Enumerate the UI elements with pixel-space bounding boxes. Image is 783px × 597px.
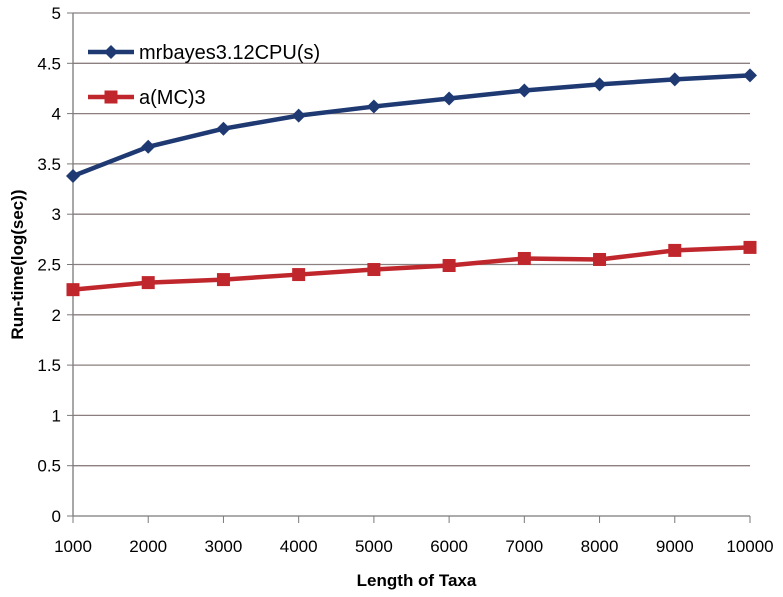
x-tick-label: 9000 bbox=[656, 537, 694, 556]
x-tick-label: 4000 bbox=[280, 537, 318, 556]
x-tick-label: 3000 bbox=[205, 537, 243, 556]
data-point bbox=[216, 273, 230, 287]
y-tick-label: 0 bbox=[52, 507, 61, 526]
series-1 bbox=[66, 68, 757, 183]
data-point bbox=[743, 68, 757, 83]
legend-label: mrbayes3.12CPU(s) bbox=[139, 42, 320, 64]
legend-entry-1: mrbayes3.12CPU(s) bbox=[88, 42, 320, 64]
data-point bbox=[366, 99, 381, 114]
y-tick-label: 4.5 bbox=[37, 54, 61, 73]
data-point bbox=[517, 83, 532, 98]
y-tick-label: 5 bbox=[52, 4, 61, 23]
legend-entry-2: a(MC)3 bbox=[88, 87, 206, 109]
data-point bbox=[442, 259, 456, 273]
data-point bbox=[593, 252, 607, 266]
data-point bbox=[141, 276, 155, 290]
data-point bbox=[291, 108, 306, 123]
y-tick-label: 1.5 bbox=[37, 356, 61, 375]
y-tick-label: 2.5 bbox=[37, 256, 61, 275]
y-tick-label: 0.5 bbox=[37, 457, 61, 476]
plot-area bbox=[66, 68, 757, 297]
data-point bbox=[292, 268, 306, 282]
series-line bbox=[72, 73, 751, 179]
x-axis-title: Length of Taxa bbox=[357, 571, 477, 590]
legend: mrbayes3.12CPU(s) a(MC)3 bbox=[88, 42, 320, 109]
y-tick-label: 3.5 bbox=[37, 155, 61, 174]
legend-marker bbox=[104, 90, 118, 104]
x-tick-label: 10000 bbox=[726, 537, 773, 556]
data-point bbox=[442, 91, 457, 106]
legend-marker bbox=[104, 45, 118, 59]
data-point bbox=[592, 77, 607, 92]
y-tick-label: 1 bbox=[52, 406, 61, 425]
series-line bbox=[72, 245, 751, 292]
x-tick-label: 5000 bbox=[355, 537, 393, 556]
x-tick-label: 6000 bbox=[430, 537, 468, 556]
data-point bbox=[743, 240, 757, 254]
y-tick-label: 4 bbox=[52, 105, 61, 124]
x-tick-label: 7000 bbox=[505, 537, 543, 556]
x-axis-ticks: 1000 2000 3000 4000 5000 6000 7000 8000 9000 1000… bbox=[54, 516, 774, 556]
data-point bbox=[216, 121, 231, 136]
grid-lines bbox=[73, 12, 750, 467]
x-tick-label: 8000 bbox=[581, 537, 619, 556]
x-tick-label: 2000 bbox=[129, 537, 167, 556]
y-axis-ticks: 0 0.5 1 1.5 2 2.5 3 3.5 4 4.5 5 bbox=[37, 4, 73, 526]
y-tick-label: 3 bbox=[52, 205, 61, 224]
y-axis-title: Run-time(log(sec)) bbox=[8, 189, 27, 339]
series-2 bbox=[66, 240, 757, 297]
data-point bbox=[667, 72, 682, 87]
data-point bbox=[141, 139, 156, 154]
data-point bbox=[668, 243, 682, 257]
data-point bbox=[367, 263, 381, 277]
y-tick-label: 2 bbox=[52, 306, 61, 325]
data-point bbox=[517, 251, 531, 265]
data-point bbox=[66, 168, 80, 183]
data-point bbox=[66, 283, 80, 297]
legend-label: a(MC)3 bbox=[139, 87, 206, 109]
x-tick-label: 1000 bbox=[54, 537, 92, 556]
